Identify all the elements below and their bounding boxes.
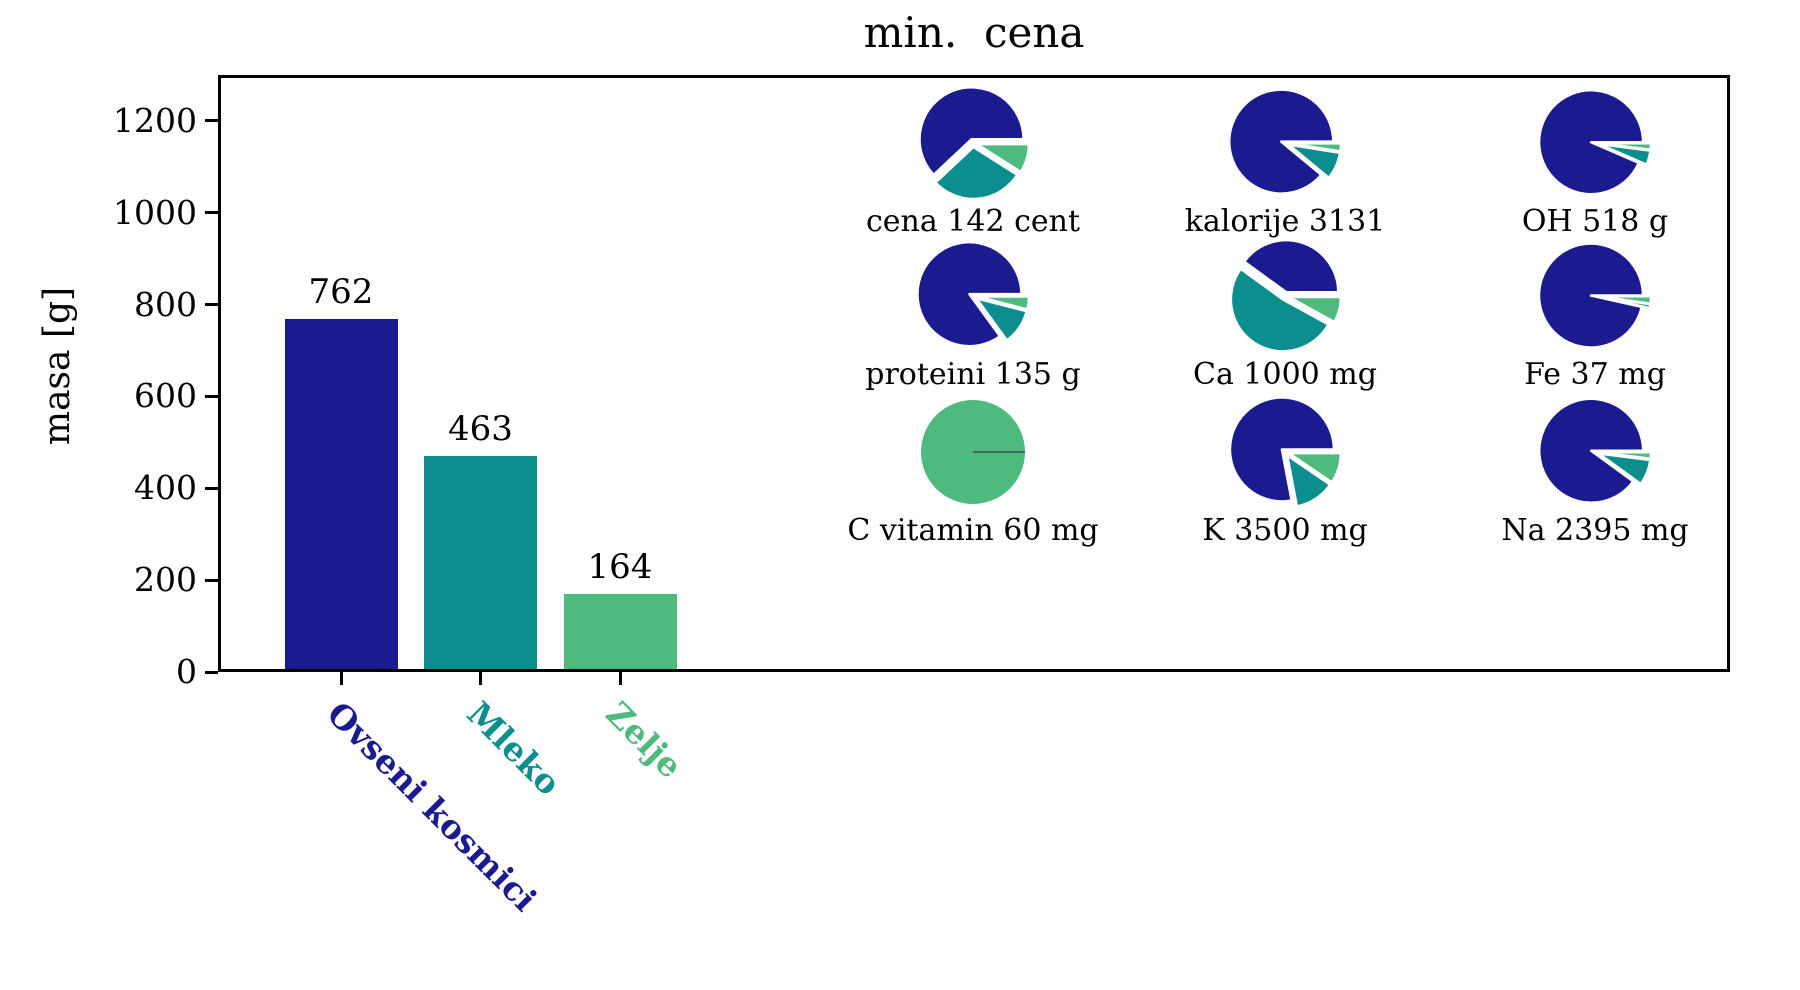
pie-slice: [918, 86, 1025, 177]
pie-cena-142-cent: [918, 86, 1031, 201]
y-tick-label-400: 400: [134, 468, 197, 508]
pie-oh-518-g: [1537, 88, 1653, 196]
x-tick-mark-zelje: [618, 672, 622, 685]
y-tick-mark-400: [205, 486, 218, 490]
pie-label-c-vitamin-60-mg: C vitamin 60 mg: [847, 513, 1099, 548]
pie-k-3500-mg: [1228, 396, 1343, 508]
y-tick-mark-1200: [205, 119, 218, 123]
pie-slice: [1597, 142, 1653, 152]
y-tick-mark-0: [205, 670, 218, 674]
pie-slice: [916, 240, 1023, 348]
chart-title: min. cena: [863, 8, 1085, 57]
pie-kalorije-3131: [1228, 88, 1343, 195]
pie-slice: [1597, 295, 1653, 306]
pie-label-k-3500-mg: K 3500 mg: [1202, 513, 1368, 548]
pie-slice: [1287, 295, 1343, 324]
pie-slice: [1597, 451, 1653, 461]
y-tick-mark-1000: [205, 211, 218, 215]
x-tick-label-zelje: Zelje: [598, 694, 691, 786]
pie-slice: [1285, 454, 1332, 508]
bar-value-label-zelje: 164: [587, 546, 653, 587]
bar-value-label-mleko: 463: [448, 409, 513, 450]
x-tick-mark-ovseni-kosmici: [339, 672, 343, 685]
pie-slice: [1287, 142, 1343, 153]
x-tick-label-mleko: Mleko: [458, 694, 568, 803]
pie-label-cena-142-cent: cena 142 cent: [865, 204, 1081, 239]
y-tick-label-600: 600: [134, 376, 197, 416]
pie-slice: [975, 296, 1028, 342]
pie-slice: [1537, 88, 1645, 196]
y-tick-mark-600: [205, 394, 218, 398]
y-tick-label-800: 800: [134, 284, 197, 324]
pie-c-vitamin-60-mg: [921, 400, 1025, 504]
y-tick-label-0: 0: [176, 652, 197, 691]
pie-label-na-2395-mg: Na 2395 mg: [1501, 513, 1689, 548]
y-tick-mark-200: [205, 578, 218, 582]
bar-value-label-ovseni-kosmici: 762: [308, 272, 374, 313]
pie-slice: [1287, 143, 1342, 180]
pie-proteini-135-g: [916, 240, 1031, 348]
bar-mleko: [424, 456, 537, 669]
pie-fe-37-mg: [1537, 242, 1653, 349]
pie-label-ca-1000-mg: Ca 1000 mg: [1193, 357, 1377, 392]
y-tick-label-1200: 1200: [113, 100, 197, 140]
bar-ovseni-kosmici: [284, 319, 398, 669]
pie-slice: [1228, 396, 1336, 503]
pie-slice: [1597, 452, 1652, 486]
pie-slice: [1229, 267, 1330, 353]
pie-label-proteini-135-g: proteini 135 g: [865, 357, 1081, 392]
pie-slice: [1242, 238, 1340, 294]
pie-label-fe-37-mg: Fe 37 mg: [1524, 357, 1666, 392]
y-tick-mark-800: [205, 303, 218, 307]
pie-ca-1000-mg: [1229, 238, 1343, 353]
x-tick-mark-mleko: [479, 672, 482, 685]
pie-slice: [1537, 242, 1645, 349]
bar-zelje: [563, 593, 677, 669]
y-tick-label-1000: 1000: [113, 192, 197, 232]
pie-slice: [1537, 397, 1645, 505]
pie-label-kalorije-3131: kalorije 3131: [1184, 204, 1386, 239]
pie-label-oh-518-g: OH 518 g: [1521, 204, 1669, 239]
pie-slice: [1287, 451, 1343, 484]
pie-slice: [975, 295, 1031, 311]
pie-na-2395-mg: [1537, 397, 1653, 505]
pie-slice: [1228, 88, 1335, 195]
y-tick-label-200: 200: [134, 560, 197, 600]
pie-slice: [934, 145, 1019, 201]
pie-slice: [975, 142, 1031, 174]
